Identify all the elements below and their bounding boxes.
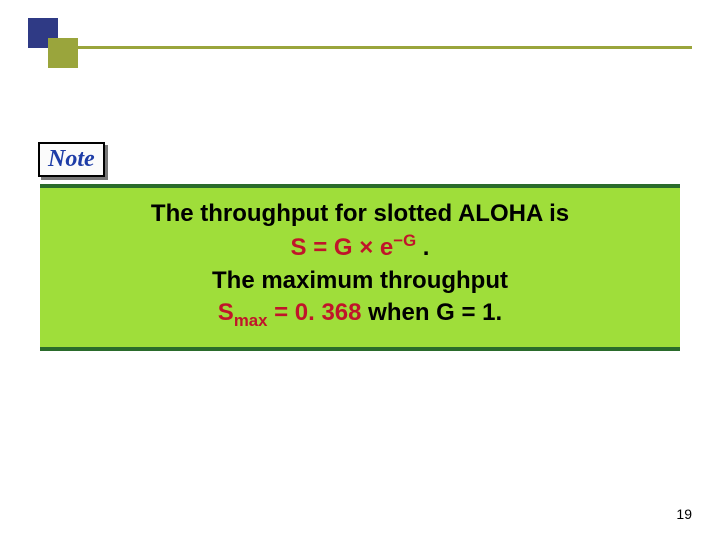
note-label: Note	[38, 142, 105, 177]
formula2-rest: = 0. 368	[267, 299, 361, 326]
formula2-s: S	[218, 299, 234, 326]
header-rule	[60, 46, 692, 49]
note-formula1: S = G × e−G	[291, 234, 423, 261]
formula1-post: .	[423, 234, 430, 261]
note-line3: The maximum throughput	[212, 267, 508, 294]
note-box: The throughput for slotted ALOHA is S = …	[40, 184, 680, 351]
formula1-sup: −G	[393, 231, 416, 250]
page-number: 19	[676, 506, 692, 522]
note-text: The throughput for slotted ALOHA is S = …	[58, 198, 662, 333]
slide: Note The throughput for slotted ALOHA is…	[0, 0, 720, 540]
note-line1: The throughput for slotted ALOHA is	[151, 200, 569, 227]
formula1-pre: S = G × e	[291, 234, 394, 261]
note-formula2: Smax = 0. 368	[218, 299, 368, 326]
olive-square-icon	[48, 38, 78, 68]
note-line4-tail: when G = 1.	[368, 299, 502, 326]
formula2-sub: max	[234, 311, 268, 330]
